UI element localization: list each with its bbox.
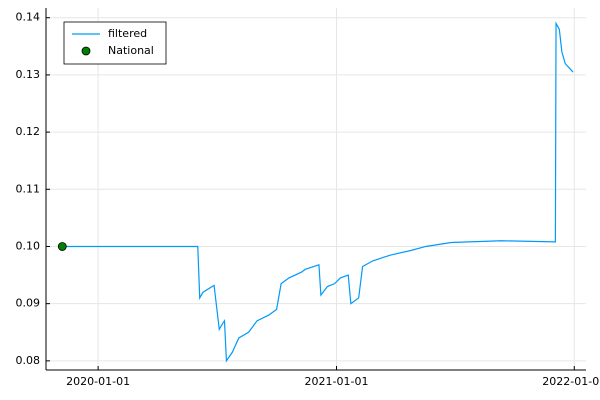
y-tick-label: 0.11 bbox=[16, 182, 41, 195]
x-tick-label: 2021-01-01 bbox=[305, 375, 369, 388]
y-tick-label: 0.09 bbox=[16, 297, 41, 310]
legend-label: filtered bbox=[108, 27, 147, 40]
legend-box bbox=[63, 21, 167, 65]
y-tick-label: 0.12 bbox=[16, 125, 41, 138]
line bbox=[62, 21, 574, 363]
y-tick-label: 0.13 bbox=[16, 68, 41, 81]
x-tick-label: 2020-01-01 bbox=[66, 375, 130, 388]
legend-marker bbox=[81, 46, 91, 56]
y-tick-label: 0.10 bbox=[16, 239, 41, 252]
legend: filtered National bbox=[63, 21, 167, 65]
x-tick-label: 2022-01-01 bbox=[542, 375, 600, 388]
legend-label: National bbox=[108, 44, 154, 57]
y-tick-label: 0.14 bbox=[16, 11, 41, 24]
point bbox=[57, 242, 67, 251]
y-tick-label: 0.08 bbox=[16, 354, 41, 367]
